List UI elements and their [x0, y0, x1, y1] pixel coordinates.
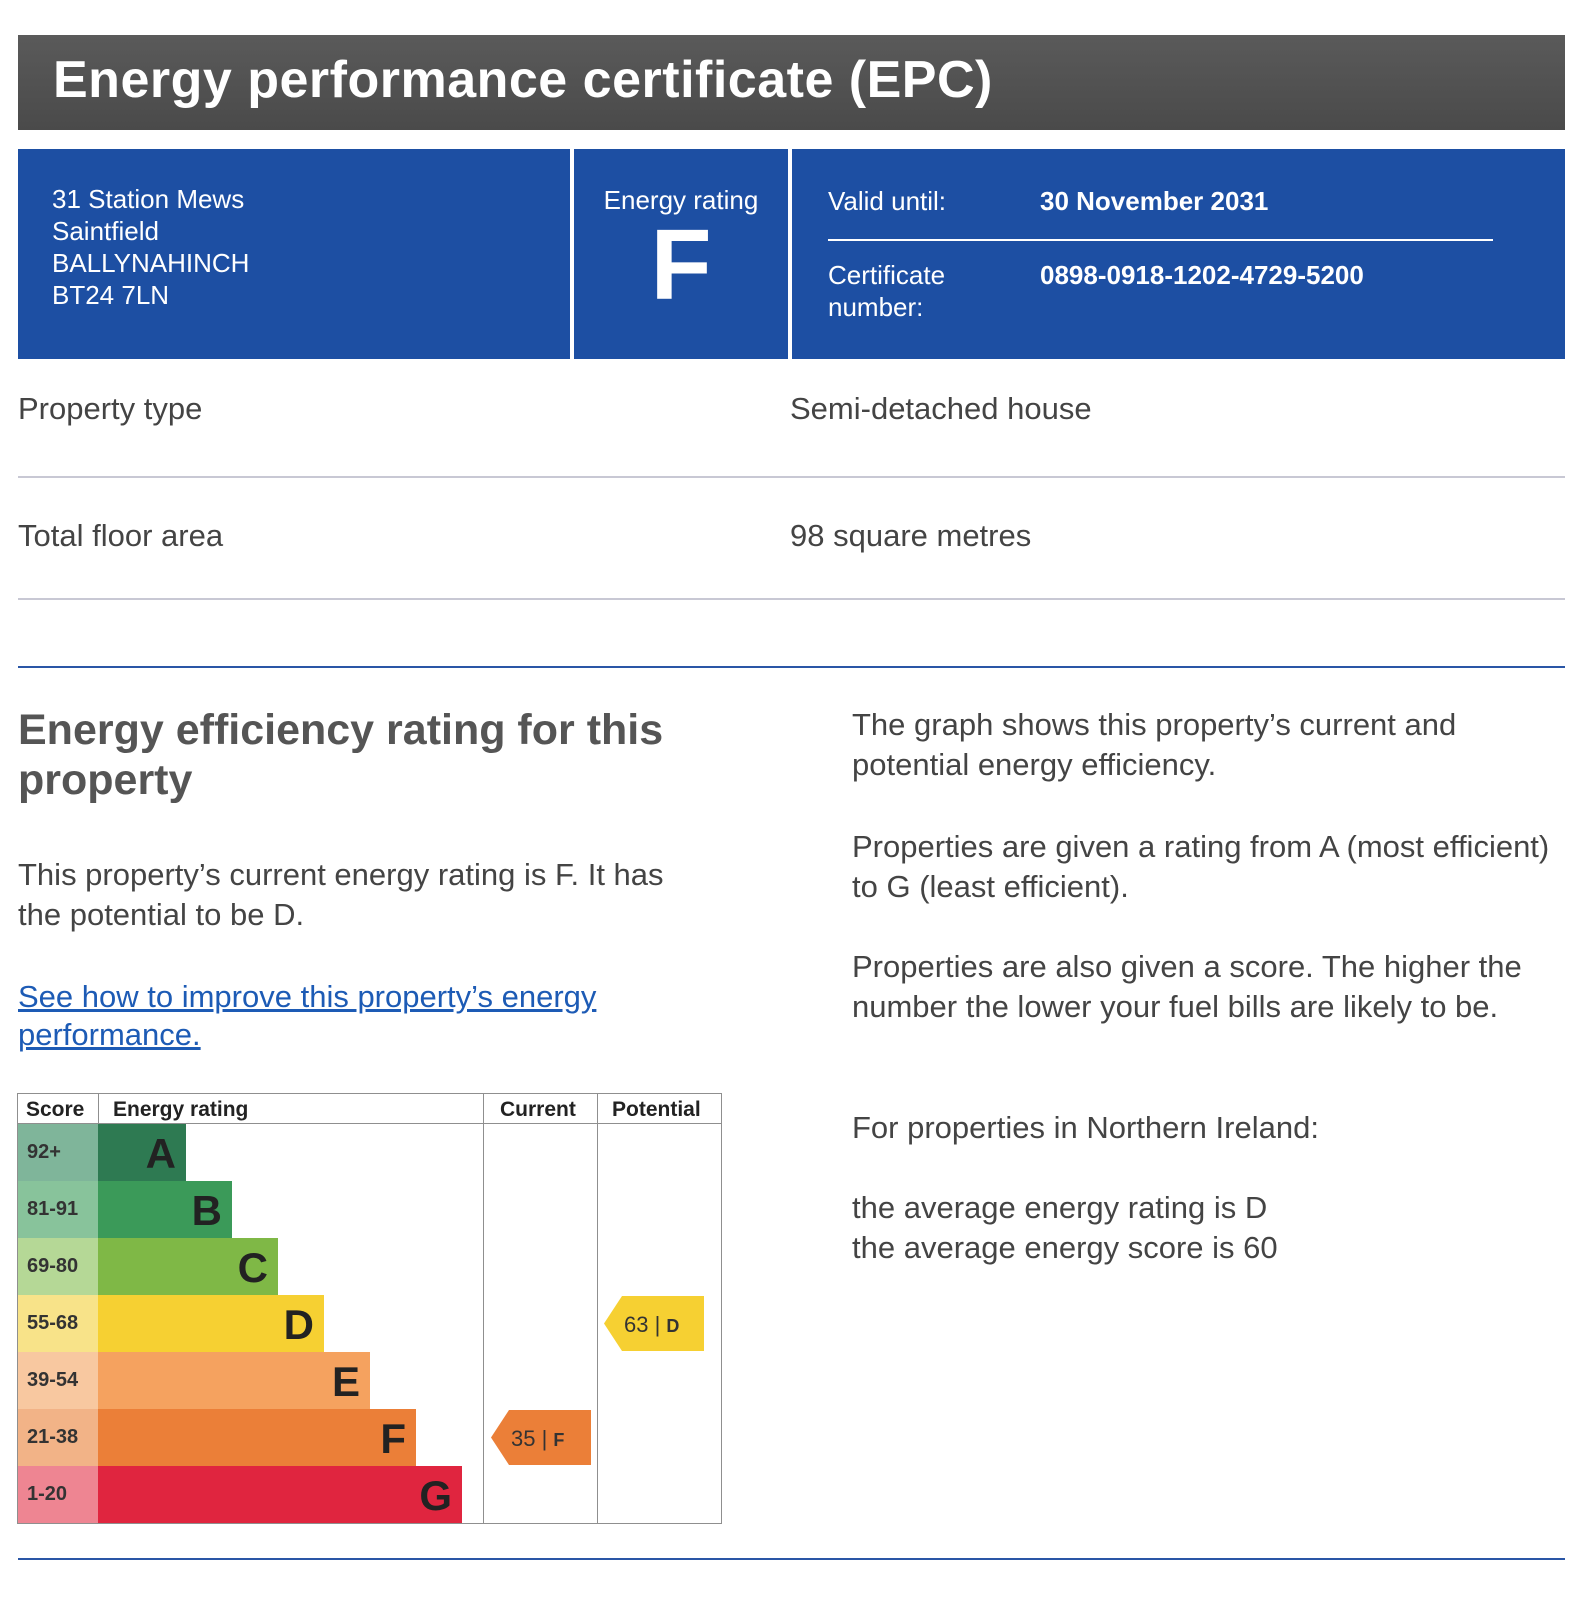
valid-until-row: Valid until: 30 November 2031 [828, 185, 1268, 217]
bottom-divider [18, 1558, 1565, 1560]
address-line: BT24 7LN [52, 280, 170, 310]
potential-rating-arrow-label: 63 | D [624, 1296, 704, 1355]
band-score-f: 21-38 [18, 1409, 98, 1466]
property-type-label: Property type [18, 391, 203, 426]
band-bar-b: B [98, 1181, 232, 1238]
address-line: BALLYNAHINCH [52, 248, 250, 278]
band-score-d: 55-68 [18, 1295, 98, 1352]
energy-rating-header: Energy rating [113, 1098, 249, 1121]
property-type-row: Property type Semi-detached house [18, 358, 1565, 478]
energy-rating-label: Energy rating [603, 185, 759, 215]
band-score-g: 1-20 [18, 1466, 98, 1523]
band-score-a: 92+ [18, 1124, 98, 1181]
floor-area-value: 98 square metres [790, 518, 1032, 553]
valid-until-label: Valid until: [828, 186, 947, 216]
potential-rating-arrow-score: 63 | [624, 1312, 661, 1337]
energy-rating-chart: Score Energy rating Current Potential 92… [17, 1093, 722, 1524]
floor-area-label: Total floor area [18, 518, 224, 553]
certificate-number-row: Certificate number: 0898-0918-1202-4729-… [828, 259, 1364, 323]
property-address: 31 Station Mews Saintfield BALLYNAHINCH … [18, 149, 570, 359]
energy-rating-box: Energy rating F [574, 149, 788, 359]
potential-header: Potential [612, 1098, 701, 1121]
potential-rating-arrow: 63 | D [604, 1296, 704, 1353]
band-bar-a: A [98, 1124, 186, 1181]
certificate-number-label: Certificate [828, 260, 946, 290]
info-paragraph: The graph shows this property’s current … [852, 707, 1457, 782]
info-paragraph: Properties are also given a score. The h… [852, 949, 1522, 1024]
column-divider [483, 1094, 484, 1523]
property-type-value: Semi-detached house [790, 391, 1092, 426]
info-paragraph: Properties are given a rating from A (mo… [852, 829, 1550, 904]
column-divider [597, 1094, 598, 1523]
band-bar-e: E [98, 1352, 370, 1409]
energy-rating-value: F [650, 209, 712, 321]
info-paragraph: the average energy score is 60 [852, 1230, 1278, 1265]
info-paragraph: For properties in Northern Ireland: [852, 1110, 1319, 1145]
current-header: Current [500, 1098, 576, 1121]
header-divider [18, 1123, 721, 1124]
current-rating-arrow-label: 35 | F [511, 1410, 591, 1469]
valid-until-value: 30 November 2031 [1040, 186, 1269, 216]
page-title: Energy performance certificate (EPC) [18, 35, 1565, 130]
band-bar-f: F [98, 1409, 416, 1466]
band-score-c: 69-80 [18, 1238, 98, 1295]
potential-rating-arrow-letter: D [666, 1316, 680, 1336]
current-rating-arrow-letter: F [553, 1430, 565, 1450]
floor-area-row: Total floor area 98 square metres [18, 480, 1565, 600]
band-bar-g: G [98, 1466, 462, 1523]
current-rating-text: This property’s current energy rating is… [18, 857, 664, 932]
address-line: Saintfield [52, 216, 159, 246]
band-bar-c: C [98, 1238, 278, 1295]
section-heading: Energy efficiency rating for this proper… [18, 706, 664, 804]
address-line: 31 Station Mews [52, 184, 245, 214]
certificate-number-label: number: [828, 292, 924, 322]
section-divider [18, 666, 1565, 668]
current-rating-arrow: 35 | F [491, 1410, 591, 1467]
improve-link[interactable]: See how to improve this property’s energ… [18, 979, 597, 1052]
current-rating-arrow-score: 35 | [511, 1426, 548, 1451]
info-paragraph: the average energy rating is D [852, 1190, 1268, 1225]
certificate-number-value: 0898-0918-1202-4729-5200 [1040, 260, 1364, 290]
band-score-b: 81-91 [18, 1181, 98, 1238]
score-header: Score [26, 1098, 85, 1121]
certificate-details: Valid until: 30 November 2031 Certificat… [792, 149, 1565, 359]
divider [828, 239, 1493, 241]
band-bar-d: D [98, 1295, 324, 1352]
band-score-e: 39-54 [18, 1352, 98, 1409]
